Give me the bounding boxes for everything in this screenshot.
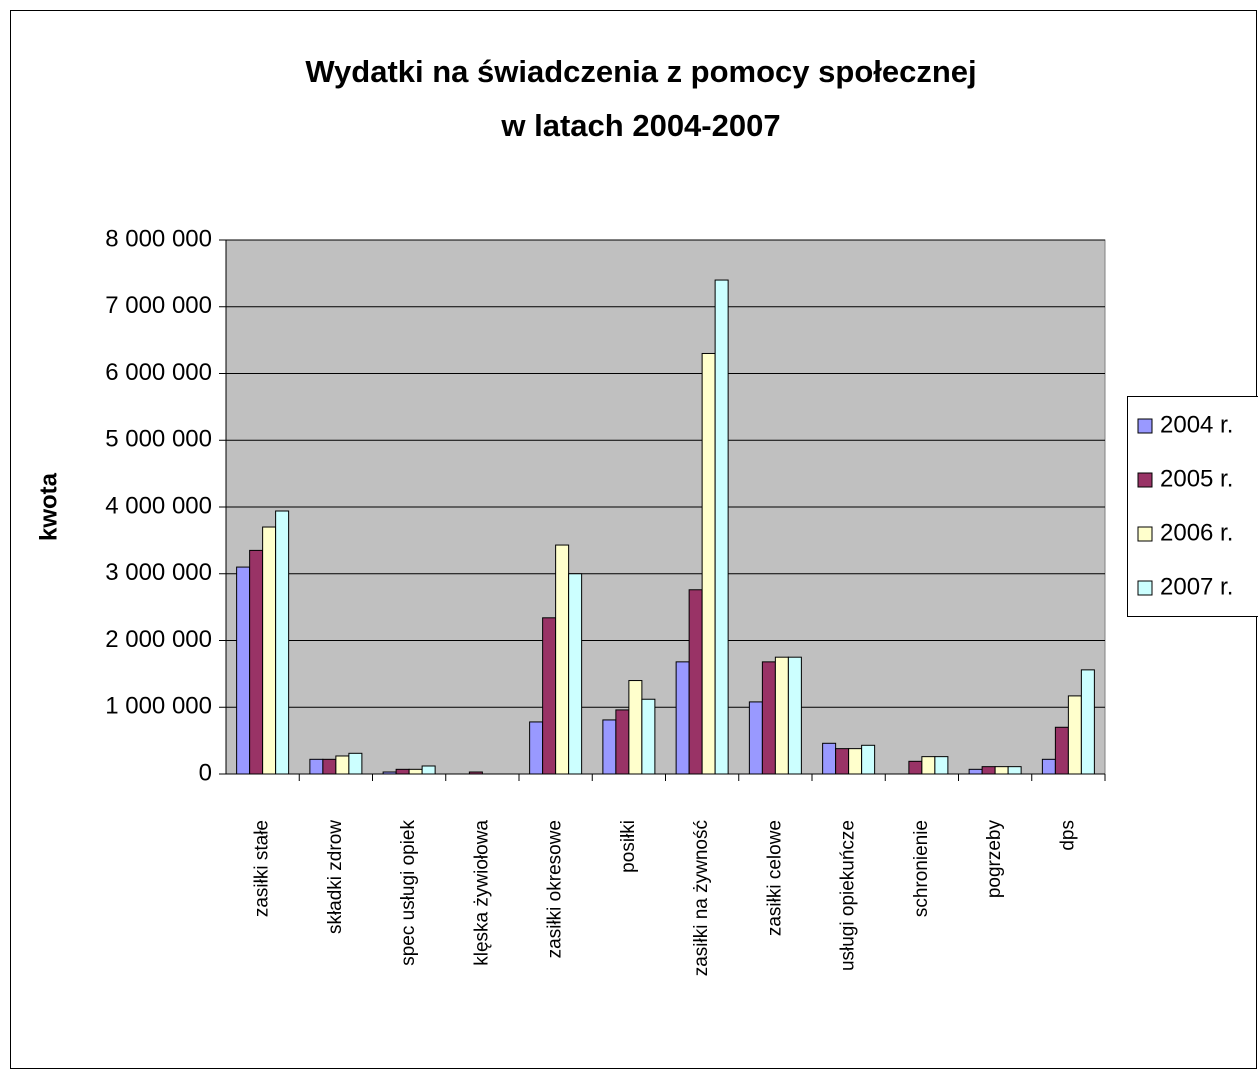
bar: [335, 755, 350, 775]
x-tick-label: schronienie: [911, 820, 932, 917]
x-tick-label: zasiłki celowe: [764, 820, 785, 936]
x-tick-label: składki zdrow: [325, 820, 346, 934]
bar: [848, 748, 863, 775]
chart-title: Wydatki na świadczenia z pomocy społeczn…: [305, 54, 976, 89]
bar: [1080, 669, 1095, 775]
bar: [861, 744, 876, 775]
bar: [1007, 766, 1022, 775]
bar: [968, 768, 983, 775]
x-tick-label: pogrzeby: [984, 820, 1005, 899]
bar: [934, 756, 949, 775]
x-tick-label: usługi opiekuńcze: [838, 820, 859, 971]
bar: [835, 748, 850, 775]
bar: [236, 566, 251, 775]
legend-label: 2006 r.: [1160, 519, 1233, 546]
bar: [688, 589, 703, 775]
x-tick-label: zasiłki okresowe: [545, 820, 566, 958]
bar: [568, 573, 583, 775]
x-tick-label: klęska żywiołowa: [471, 820, 492, 966]
bar: [1041, 758, 1056, 775]
bar: [1054, 726, 1069, 775]
bar: [555, 544, 570, 775]
bar: [994, 766, 1009, 775]
bar: [615, 709, 630, 775]
bar: [262, 526, 277, 775]
y-tick-label: 0: [199, 759, 212, 786]
legend-swatch: [1137, 580, 1153, 596]
y-tick-label: 7 000 000: [105, 292, 212, 319]
bar: [675, 661, 690, 775]
bar: [322, 758, 337, 775]
bar: [822, 742, 837, 775]
bar: [641, 698, 656, 775]
bar: [908, 760, 923, 775]
x-tick-label: zasiłki stałe: [252, 820, 273, 917]
bar: [309, 758, 324, 775]
y-tick-label: 4 000 000: [105, 492, 212, 519]
x-tick-label: dps: [1057, 820, 1078, 851]
bar: [421, 765, 436, 775]
y-tick-label: 2 000 000: [105, 626, 212, 653]
bar: [921, 756, 936, 775]
bar: [714, 279, 729, 775]
bar: [774, 656, 789, 775]
chart-title: w latach 2004-2007: [500, 108, 780, 143]
legend-label: 2004 r.: [1160, 411, 1233, 438]
y-tick-label: 8 000 000: [105, 225, 212, 252]
bar: [602, 719, 617, 775]
bar: [1067, 695, 1082, 775]
x-tick-label: zasiłki na żywność: [691, 820, 712, 976]
legend-label: 2007 r.: [1160, 573, 1233, 600]
bar: [395, 768, 410, 775]
bar: [628, 680, 643, 775]
bar: [408, 768, 423, 775]
legend-swatch: [1137, 418, 1153, 434]
y-tick-label: 3 000 000: [105, 559, 212, 586]
x-tick-label: posiłki: [618, 820, 639, 873]
legend-label: 2005 r.: [1160, 465, 1233, 492]
bar: [748, 701, 763, 775]
bar: [468, 771, 483, 775]
bar: [275, 510, 290, 775]
bar: [981, 766, 996, 775]
bar: [761, 661, 776, 775]
y-tick-label: 5 000 000: [105, 426, 212, 453]
bar: [542, 617, 557, 775]
bar: [787, 656, 802, 775]
y-axis-label: kwota: [35, 472, 62, 541]
bar: [701, 352, 716, 775]
y-tick-label: 1 000 000: [105, 693, 212, 720]
legend-swatch: [1137, 526, 1153, 542]
bar: [382, 771, 397, 775]
bar: [348, 752, 363, 775]
bar: [529, 721, 544, 775]
bar: [249, 549, 264, 775]
x-tick-label: spec usługi opiek: [398, 820, 419, 966]
y-tick-label: 6 000 000: [105, 359, 212, 386]
legend-swatch: [1137, 472, 1153, 488]
